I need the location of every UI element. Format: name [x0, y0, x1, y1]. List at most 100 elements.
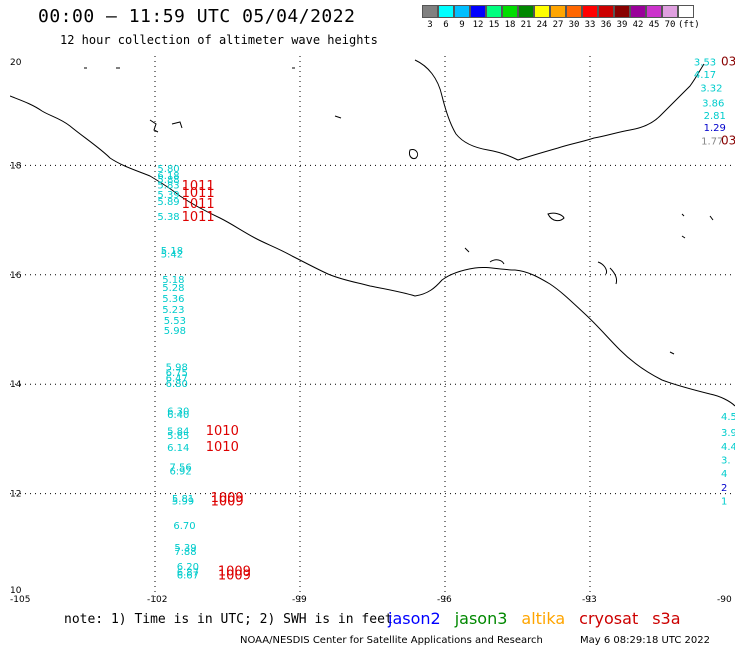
legend-item-s3a: s3a — [652, 609, 681, 628]
pressure-label: 1009 — [218, 565, 251, 580]
swh-value-label: 3.86 — [702, 98, 724, 109]
swh-value-label: 5.98 — [166, 363, 188, 374]
colorbar-cell — [614, 5, 630, 18]
pressure-label: 1011 — [182, 210, 215, 225]
swh-value-label: 5.28 — [162, 283, 184, 294]
graticule — [10, 56, 735, 603]
swh-value-label: 5.53 — [164, 316, 186, 327]
colorbar-labels: 3 6 9 12 15 18 21 24 27 30 33 36 39 42 45 70 (ft) — [422, 20, 699, 30]
swh-value-label: 5.88 — [157, 175, 179, 186]
colorbar-cell — [550, 5, 566, 18]
swh-value-label: 5.36 — [162, 294, 184, 305]
colorbar-cell — [662, 5, 678, 18]
legend-item-altika: altika — [521, 609, 566, 628]
swh-value-label: 6.87 — [177, 568, 199, 579]
footnote: note: 1) Time is in UTC; 2) SWH is in fe… — [64, 612, 393, 627]
wave-height-colorbar — [422, 5, 694, 18]
swh-value-label: 5.84 — [167, 427, 189, 438]
colorbar-label: 12 — [472, 20, 484, 30]
colorbar-label: 18 — [504, 20, 516, 30]
swh-value-label: 7.88 — [174, 547, 196, 558]
lat-tick-label: 16 — [10, 271, 22, 281]
swh-value-label: 4.4 — [721, 442, 735, 453]
credit-line: NOAA/NESDIS Center for Satellite Applica… — [240, 635, 543, 646]
colorbar-label: 39 — [616, 20, 628, 30]
swh-value-label: 5.18 — [161, 246, 183, 257]
colorbar-cell — [678, 5, 694, 18]
colorbar-label: 6 — [443, 20, 449, 30]
swh-track-east: 3.53 4.17 3.32 3.86 2.811.29 1.77 4.5 3.9 4.4 3. 4… — [694, 57, 735, 507]
swh-value-label: 4.17 — [694, 70, 716, 81]
colorbar-label: 27 — [552, 20, 564, 30]
pressure-label: 1009 — [211, 495, 244, 510]
swh-value-label: 5.39 — [157, 190, 179, 201]
swh-value-label: 5.81 — [172, 494, 194, 505]
pressure-track-east: 0355 0354 — [721, 56, 735, 148]
swh-value-label: 1.29 — [704, 123, 726, 134]
yucatan-coastline — [414, 59, 705, 161]
colorbar-cell — [566, 5, 582, 18]
coastline — [10, 95, 735, 407]
swh-value-label: 5.99 — [172, 497, 194, 508]
swh-value-label: 3.9 — [721, 428, 735, 439]
colorbar-label: 70 — [664, 20, 676, 30]
pressure-label: 0354 — [721, 134, 735, 148]
swh-value-label: 5.23 — [162, 305, 184, 316]
colorbar-cell — [438, 5, 454, 18]
swh-value-label: 3.32 — [700, 84, 722, 95]
swh-value-label: 6.14 — [167, 443, 189, 454]
legend-item-jason2: jason2 — [388, 609, 441, 628]
swh-value-label: 6.30 — [167, 406, 189, 417]
island-marks — [84, 67, 714, 355]
swh-value-label: 3. — [721, 456, 731, 467]
colorbar-label: 45 — [648, 20, 660, 30]
pressure-label: 1011 — [182, 197, 215, 212]
swh-value-label: 1 — [721, 497, 727, 508]
swh-value-label: 5.42 — [161, 249, 183, 260]
colorbar-cell — [422, 5, 438, 18]
pressure-label: 1010 — [206, 440, 239, 455]
swh-value-label: 3.53 — [694, 57, 716, 68]
colorbar-label: 9 — [459, 20, 465, 30]
pressure-label: 1010 — [206, 424, 239, 439]
swh-value-label: 5.89 — [157, 197, 179, 208]
swh-value-label: 6.75 — [166, 368, 188, 379]
swh-value-label: 6.40 — [167, 410, 189, 421]
colorbar-cell — [502, 5, 518, 18]
legend-item-jason3: jason3 — [454, 609, 508, 628]
colorbar-cell — [534, 5, 550, 18]
swh-value-label: 1.77 — [701, 137, 723, 148]
pressure-label: 1009 — [211, 491, 244, 506]
pressure-label: 1009 — [218, 568, 251, 583]
colorbar-cell — [470, 5, 486, 18]
pressure-label: 1011 — [182, 179, 215, 194]
swh-value-label: 5.85 — [167, 431, 189, 442]
swh-value-label: 5.98 — [164, 326, 186, 337]
legend-item-cryosat: cryosat — [579, 609, 639, 628]
colorbar-cell — [454, 5, 470, 18]
map-subtitle: 12 hour collection of altimeter wave hei… — [60, 33, 378, 47]
lat-tick-label: 14 — [10, 380, 22, 390]
lon-tick-label: -96 — [437, 595, 452, 603]
swh-value-label: 2.81 — [704, 111, 726, 122]
swh-value-label: 5.38 — [157, 212, 179, 223]
swh-value-label: 5.18 — [162, 275, 184, 286]
colorbar-label: 21 — [520, 20, 532, 30]
swh-value-label: 4 — [721, 469, 727, 480]
map-title: 00:00 – 11:59 UTC 05/04/2022 — [38, 6, 356, 27]
colorbar-label: 3 — [427, 20, 433, 30]
swh-value-label: 6.70 — [173, 521, 195, 532]
lat-tick-label: 18 — [10, 161, 22, 171]
colorbar-cell — [646, 5, 662, 18]
colorbar-cell — [630, 5, 646, 18]
credit-date: May 6 08:29:18 UTC 2022 — [580, 635, 710, 646]
satellite-legend: jason2 jason3 altika cryosat s3a — [388, 609, 681, 628]
swh-value-label: 4.5 — [721, 412, 735, 423]
lon-tick-label: -99 — [292, 595, 307, 603]
swh-track-west: 5.806.185.885.835.395.895.385.185.425.18… — [157, 164, 199, 581]
swh-value-label: 6.80 — [166, 379, 188, 390]
lon-tick-label: -93 — [582, 595, 597, 603]
colorbar-label: 24 — [536, 20, 548, 30]
